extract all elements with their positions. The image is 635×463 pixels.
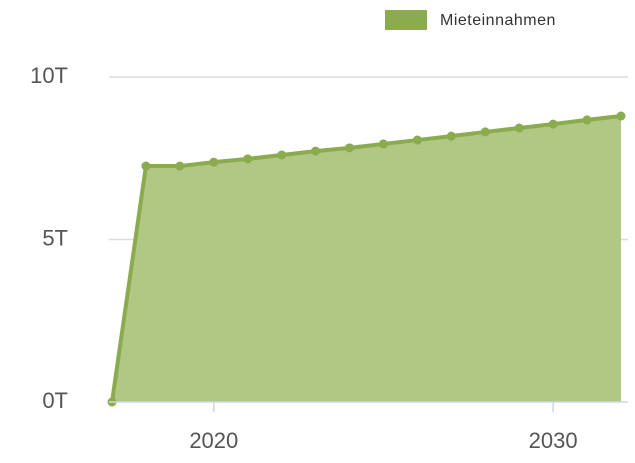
area (112, 116, 621, 402)
point (548, 119, 558, 129)
y-tick-label: 0T (42, 388, 68, 413)
point (209, 157, 219, 167)
point (175, 161, 185, 171)
point (514, 123, 524, 133)
point (446, 131, 456, 141)
line (110, 114, 622, 403)
x-tick-label: 2030 (529, 428, 578, 453)
point (616, 111, 626, 121)
legend-swatch[interactable] (385, 10, 427, 30)
legend-label[interactable]: Mieteinnahmen (440, 12, 556, 29)
point (480, 127, 490, 137)
point (311, 146, 321, 156)
point (277, 150, 287, 160)
y-tick-label: 5T (42, 225, 68, 250)
point (412, 135, 422, 145)
point (141, 161, 151, 171)
point (582, 115, 592, 125)
point (243, 154, 253, 164)
point (345, 143, 355, 153)
y-tick-label: 10T (30, 63, 68, 88)
point (378, 139, 388, 149)
x-tick-label: 2020 (189, 428, 238, 453)
